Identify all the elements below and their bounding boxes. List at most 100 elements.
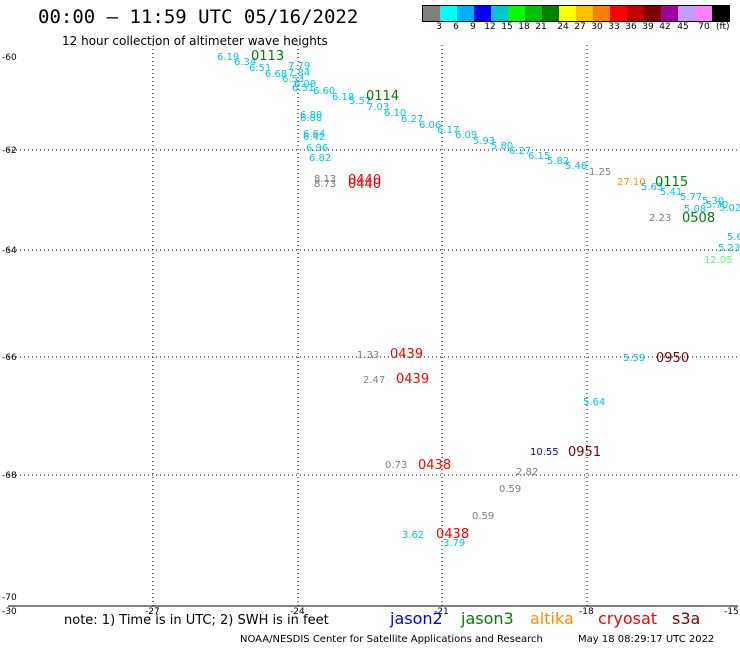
pass-time: 0438 (418, 458, 451, 473)
swh-label: 6.42 (303, 132, 325, 143)
legend-swatch (593, 6, 610, 21)
legend-swatch (576, 6, 593, 21)
legend-label: 45 (677, 22, 689, 32)
swh-label: 8.73 (314, 179, 336, 190)
legend-swatch (542, 6, 559, 21)
legend-swatch (644, 6, 661, 21)
pass-time: 0439 (396, 372, 429, 387)
swh-label: 6.88 (300, 113, 322, 124)
legend-swatch (661, 6, 678, 21)
legend-swatch (627, 6, 644, 21)
swh-label: 5.64 (583, 397, 605, 408)
sat-legend-jason3: jason3 (461, 609, 514, 628)
sat-legend-jason2: jason2 (390, 609, 443, 628)
swh-label: 7.84 (288, 68, 310, 79)
generated-timestamp: May 18 08:29:17 UTC 2022 (578, 634, 715, 645)
swh-label: 0.59 (499, 484, 521, 495)
pass-time: 0440 (348, 177, 381, 192)
lon-label: -27 (145, 607, 160, 617)
legend-label: 3 (436, 22, 442, 32)
pass-time: 0440 (348, 173, 381, 188)
sat-legend-s3a: s3a (672, 609, 701, 628)
swh-label: 5.93 (473, 136, 495, 147)
pass-time: 0113 (251, 49, 284, 64)
swh-label: 6.17 (437, 125, 459, 136)
legend-swatch (559, 6, 576, 21)
wave-height-labels: 6.19 6.34 6.51 6.68 7.79 7.84 6.53 6.09 … (217, 52, 740, 549)
legend-label: 27 (574, 22, 586, 32)
legend-label: 18 (518, 22, 530, 32)
pass-time-labels: 0113 0114 0115 0508 0440 0440 0439 0439 … (251, 49, 715, 542)
swh-label: 2.47 (363, 375, 385, 386)
legend-swatch (508, 6, 525, 21)
lat-label: -62 (2, 146, 17, 156)
map-subtitle: 12 hour collection of altimeter wave hei… (62, 34, 328, 48)
swh-label: 6.60 (313, 86, 335, 97)
pass-time: 0438 (436, 527, 469, 542)
legend-label: 24 (557, 22, 569, 32)
swh-label: 6.53 (282, 74, 304, 85)
swh-label: 6.10 (384, 108, 406, 119)
legend-label: 9 (470, 22, 476, 32)
swh-label: 6.06 (419, 120, 441, 131)
legend-swatch (423, 6, 440, 21)
lat-label: -68 (2, 471, 17, 481)
swh-label: 5.48 (565, 161, 587, 172)
legend-label: 70 (698, 22, 710, 32)
legend-label: 15 (501, 22, 513, 32)
swh-label: 8.13 (314, 174, 336, 185)
legend-label: 30 (591, 22, 603, 32)
swh-label: 5.23 (718, 243, 740, 254)
swh-label: 6.64 (303, 129, 325, 140)
footer-note: note: 1) Time is in UTC; 2) SWH is in fe… (64, 613, 329, 628)
longitude-gridlines (152, 45, 588, 606)
swh-label: 5.02 (719, 203, 740, 214)
swh-label: 2.82 (516, 467, 538, 478)
legend-label: 21 (535, 22, 547, 32)
swh-label: 6.34 (234, 57, 256, 68)
legend-units: (ft) (716, 22, 730, 32)
pass-time: 0114 (366, 89, 399, 104)
swh-label: 12.05 (704, 255, 733, 266)
lat-label: -70 (2, 593, 17, 603)
legend-swatch (712, 6, 729, 21)
swh-label: 1.25 (589, 167, 611, 178)
pass-time: 0439 (390, 347, 423, 362)
map-title: 00:00 – 11:59 UTC 05/16/2022 (38, 6, 359, 28)
latitude-labels: -60 -62 -64 -66 -68 -70 (2, 53, 17, 603)
legend-label: 12 (484, 22, 496, 32)
swh-label: 6.51 (249, 63, 271, 74)
legend-label: 42 (659, 22, 671, 32)
pass-time: 0950 (656, 351, 689, 366)
legend-label: 39 (642, 22, 654, 32)
swh-label: 6.15 (528, 151, 550, 162)
swh-label: 6.27 (509, 146, 531, 157)
swh-label: 2.23 (649, 213, 671, 224)
swh-label: 5.59 (623, 353, 645, 364)
legend-label: 33 (608, 22, 620, 32)
swh-label: 6.18 (332, 92, 354, 103)
swh-label: 5.77 (680, 192, 702, 203)
swh-label: 6.09 (455, 130, 477, 141)
sat-legend-cryosat: cryosat (598, 609, 658, 628)
swh-label: 6.19 (217, 52, 239, 63)
legend-swatch (474, 6, 491, 21)
swh-label: 6.82 (309, 153, 331, 164)
swh-label: 6.68 (265, 69, 287, 80)
swh-label: 6.96 (306, 143, 328, 154)
legend-swatch (491, 6, 508, 21)
lat-label: -60 (2, 53, 17, 63)
swh-label: 5.57 (349, 96, 371, 107)
swh-label: 5.63 (641, 182, 663, 193)
legend-swatch (440, 6, 457, 21)
lon-label: -18 (579, 607, 594, 617)
swh-label: 0.59 (472, 511, 494, 522)
swh-label: 5.41 (660, 187, 682, 198)
color-legend (422, 5, 730, 22)
lon-label: -21 (434, 607, 449, 617)
swh-label: 6.80 (300, 110, 322, 121)
lon-label: -30 (2, 607, 17, 617)
legend-swatch (695, 6, 712, 21)
swh-label: 5.30 (702, 196, 724, 207)
swh-label: 10.55 (530, 447, 559, 458)
